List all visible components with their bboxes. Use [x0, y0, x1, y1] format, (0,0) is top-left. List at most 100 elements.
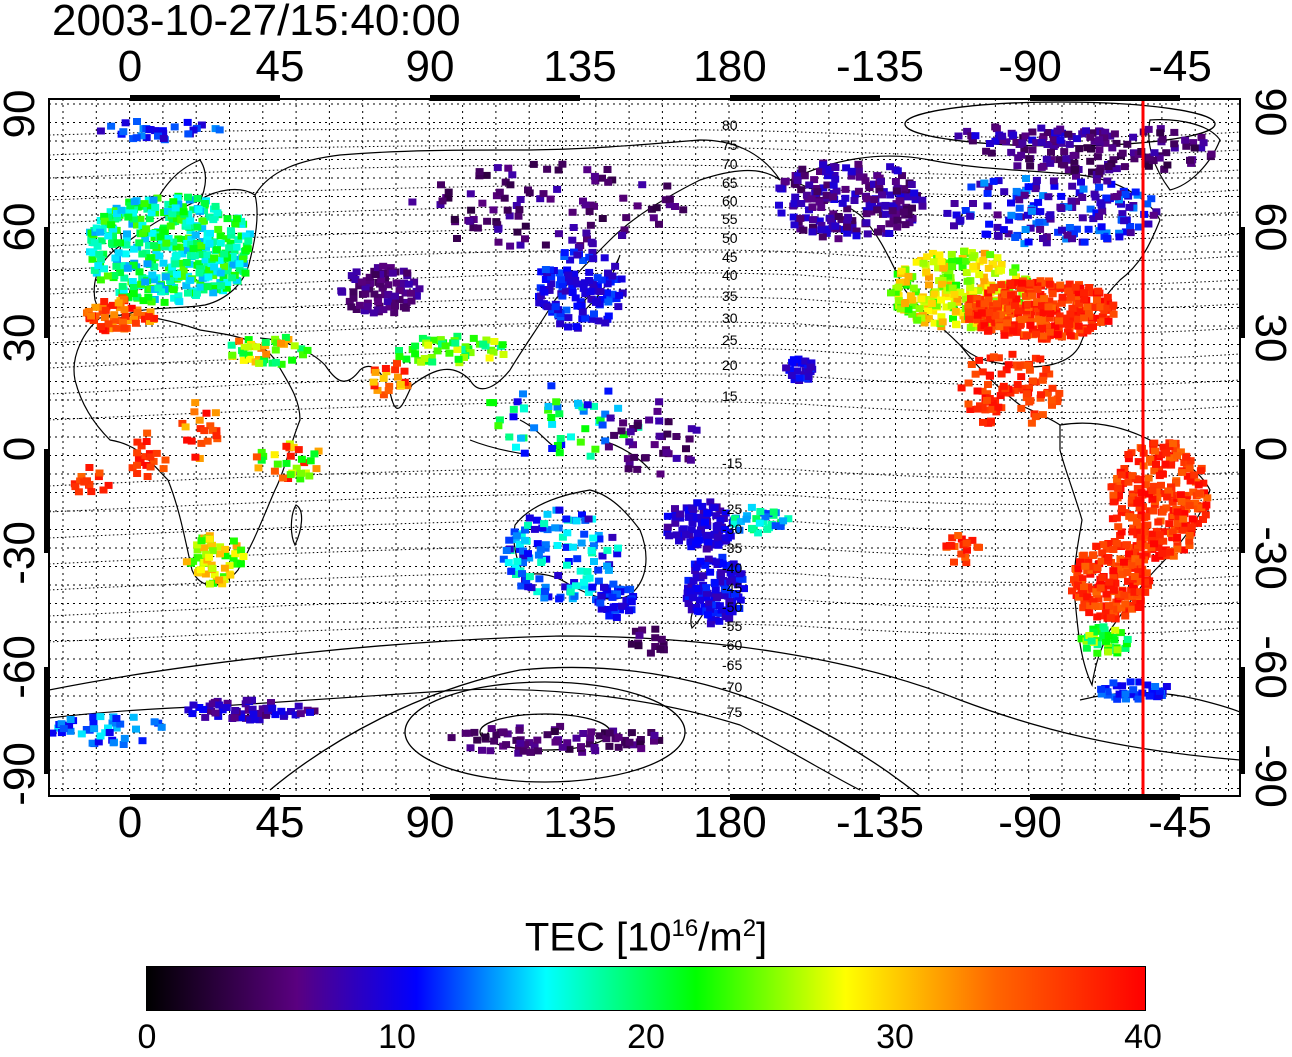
tec-cell — [447, 734, 456, 742]
tec-cell — [1039, 192, 1048, 200]
tec-cell — [551, 303, 560, 311]
tec-cell — [735, 526, 744, 534]
tec-cell — [557, 276, 565, 284]
tec-cell — [1065, 320, 1074, 328]
tec-cell — [603, 289, 611, 297]
tec-cell — [1017, 151, 1026, 159]
tec-cell — [622, 597, 631, 604]
tec-cell — [578, 748, 587, 756]
tec-cell — [886, 163, 895, 171]
tec-cell — [1008, 350, 1017, 358]
tec-cell — [310, 707, 319, 715]
tec-cell — [193, 289, 201, 297]
tec-cell — [596, 288, 605, 295]
tec-cell — [939, 264, 948, 272]
tec-cell — [960, 247, 968, 255]
tec-cell — [715, 617, 724, 625]
tec-cell — [148, 271, 157, 279]
tec-cell — [232, 243, 241, 251]
tec-cell — [985, 220, 994, 228]
tec-cell — [150, 263, 159, 271]
tec-cell — [580, 578, 588, 586]
tec-cell — [672, 531, 681, 539]
tec-cell — [87, 312, 96, 320]
tec-cell — [548, 445, 557, 452]
tec-cell — [651, 634, 660, 642]
tec-cell — [1096, 199, 1105, 207]
tec-cell — [91, 303, 100, 311]
tec-cell — [100, 212, 109, 220]
lon-tick-bottom: 0 — [117, 798, 143, 847]
tec-cell — [445, 349, 454, 357]
tec-cell — [246, 355, 254, 363]
tec-cell — [1120, 591, 1129, 599]
tec-cell — [183, 118, 192, 126]
tec-cell — [1016, 284, 1025, 292]
tec-cell — [104, 213, 113, 221]
tec-cell — [1084, 225, 1093, 233]
tec-cell — [1122, 541, 1131, 549]
tec-cell — [1126, 223, 1135, 230]
tec-cell — [519, 747, 528, 755]
tec-cell — [1085, 609, 1094, 617]
tec-cell — [1026, 321, 1035, 329]
tec-cell — [558, 160, 567, 168]
tec-cell — [1027, 419, 1036, 427]
tec-cell — [1076, 284, 1085, 292]
tec-cell — [687, 425, 696, 433]
tec-cell — [594, 531, 603, 539]
tec-cell — [264, 707, 273, 714]
tec-cell — [226, 239, 235, 247]
tec-cell — [1007, 148, 1016, 156]
tec-cell — [103, 272, 112, 280]
tec-cell — [530, 525, 539, 533]
tec-cell — [160, 298, 169, 306]
tec-cell — [487, 725, 496, 733]
tec-cell — [546, 195, 555, 203]
tec-cell — [516, 739, 525, 747]
tec-cell — [572, 517, 581, 525]
tec-cell — [1173, 508, 1182, 516]
tec-cell — [1124, 451, 1133, 458]
tec-cell — [1090, 137, 1099, 145]
tec-cell — [1127, 496, 1136, 504]
tec-cell — [1025, 366, 1034, 374]
tec-cell — [395, 296, 404, 303]
tec-cell — [603, 280, 612, 288]
tec-cell — [142, 134, 151, 142]
tec-cell — [119, 128, 128, 136]
tec-cell — [541, 583, 550, 591]
tec-cell — [1185, 502, 1194, 510]
tec-cell — [526, 748, 535, 756]
tec-cell — [262, 711, 270, 719]
tec-cell — [1156, 125, 1165, 133]
tec-cell — [625, 738, 634, 746]
tec-cell — [950, 290, 959, 298]
tec-cell — [538, 524, 547, 532]
lon-tick-top: 180 — [693, 42, 767, 91]
tec-cell — [684, 576, 693, 584]
tec-cell — [1006, 295, 1014, 303]
tec-cell — [638, 626, 647, 634]
tec-cell — [988, 260, 997, 268]
tec-cell — [478, 199, 487, 207]
tec-cell — [349, 288, 358, 296]
tec-cell — [1074, 565, 1083, 573]
tec-cell — [391, 302, 399, 310]
tec-cell — [720, 606, 728, 614]
tec-cell — [466, 349, 475, 357]
tec-cell — [555, 410, 564, 418]
tec-cell — [554, 572, 563, 579]
tec-data-cells — [49, 118, 1216, 757]
tec-cell — [651, 625, 660, 633]
tec-cell — [1118, 505, 1126, 513]
tec-cell — [1168, 533, 1177, 541]
tec-cell — [887, 289, 895, 297]
tec-cell — [268, 704, 277, 712]
tec-cell — [1049, 177, 1058, 185]
tec-cell — [393, 359, 401, 367]
tec-cell — [687, 583, 696, 591]
tec-cell — [514, 749, 523, 757]
tec-cell — [1155, 687, 1164, 695]
tec-cell — [1112, 514, 1121, 522]
